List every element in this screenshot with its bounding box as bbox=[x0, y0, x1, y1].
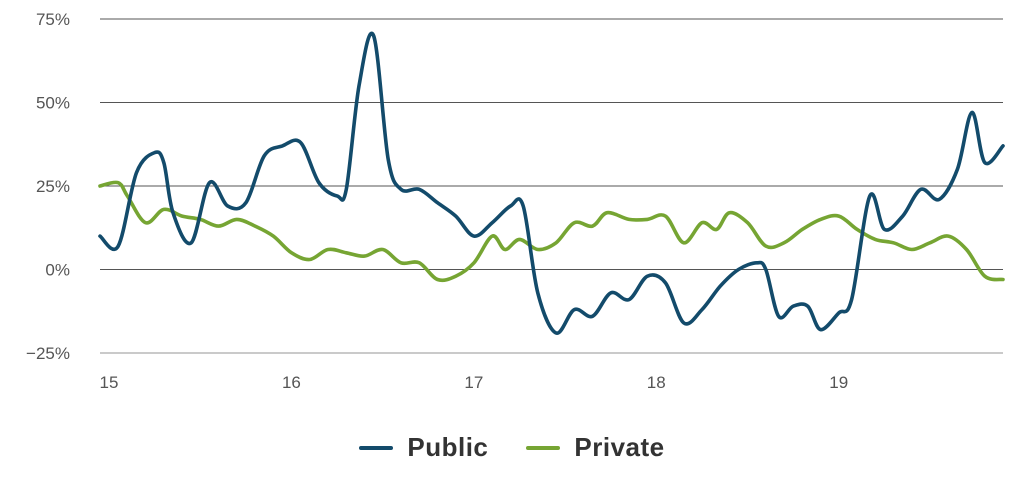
legend: Public Private bbox=[0, 432, 1024, 463]
y-tick-label: −25% bbox=[26, 344, 70, 363]
series-line-private bbox=[98, 180, 1005, 283]
legend-label-public: Public bbox=[407, 432, 489, 462]
legend-item-private: Private bbox=[526, 432, 664, 463]
legend-swatch-private bbox=[526, 445, 561, 450]
x-tick-label: 17 bbox=[464, 373, 483, 392]
y-tick-label: 25% bbox=[36, 177, 70, 196]
grid-lines bbox=[100, 18, 1003, 354]
series-lines bbox=[98, 31, 1005, 335]
x-tick-label: 16 bbox=[282, 373, 301, 392]
x-tick-label: 19 bbox=[829, 373, 848, 392]
y-tick-label: 50% bbox=[36, 94, 70, 113]
y-axis-tick-labels: −25% 0% 25% 50% 75% bbox=[26, 10, 70, 363]
x-tick-label: 15 bbox=[100, 373, 119, 392]
y-tick-label: 0% bbox=[45, 261, 70, 280]
legend-item-public: Public bbox=[359, 432, 488, 463]
legend-label-private: Private bbox=[574, 432, 665, 462]
series-line-public bbox=[98, 31, 1005, 335]
legend-swatch-public bbox=[359, 445, 394, 450]
x-axis-tick-labels: 15 16 17 18 19 bbox=[100, 373, 849, 392]
y-tick-label: 75% bbox=[36, 10, 70, 29]
x-tick-label: 18 bbox=[647, 373, 666, 392]
